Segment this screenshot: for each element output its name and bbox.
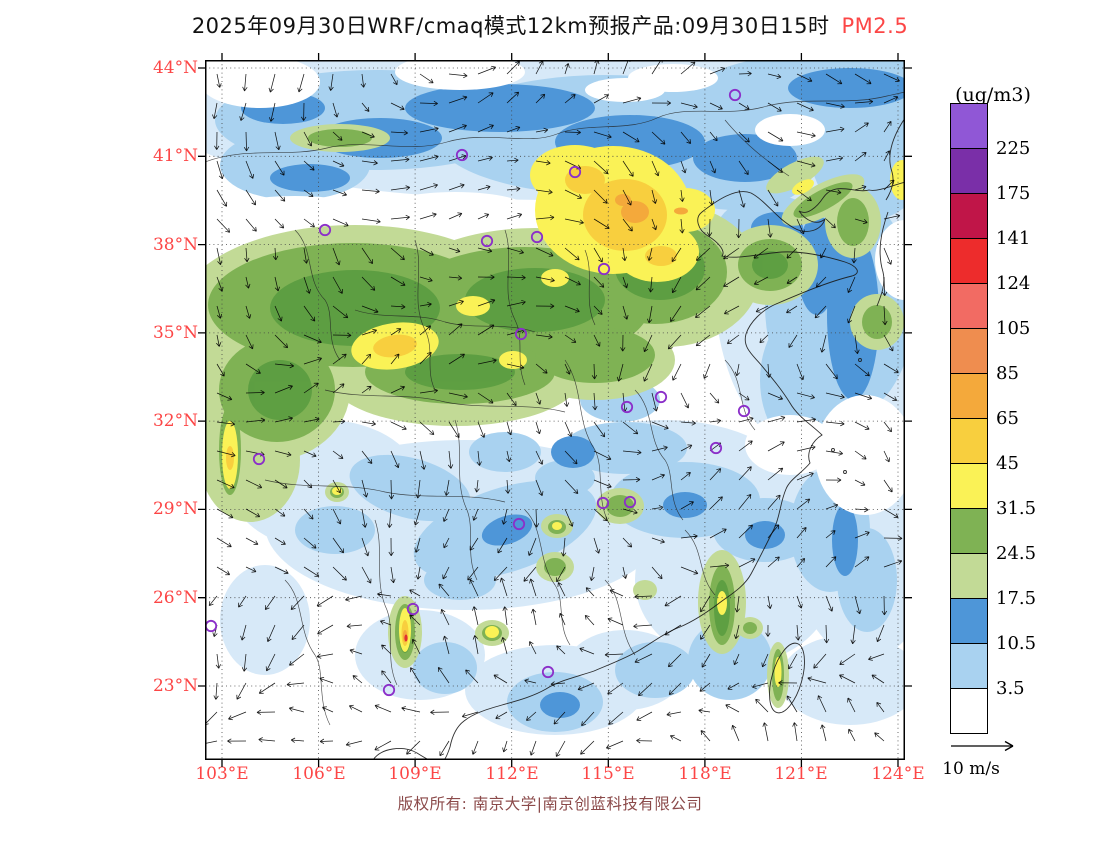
lon-label-118e: 118°E: [678, 764, 732, 784]
lat-label-23n: 23°N: [152, 676, 198, 696]
station-marker: [728, 88, 742, 102]
legend-swatch-6: [950, 373, 988, 419]
copyright-footer: 版权所有: 南京大学|南京创蓝科技有限公司: [397, 795, 703, 813]
legend-tick-label: 3.5: [996, 678, 1025, 699]
legend-tick-label: 10.5: [996, 633, 1037, 654]
wind-reference: 10 m/s: [916, 738, 1026, 779]
lat-label-44n: 44°N: [152, 58, 198, 78]
station-marker: [512, 517, 526, 531]
legend-tick-label: 45: [996, 453, 1019, 474]
lon-label-115e: 115°E: [581, 764, 635, 784]
station-markers: [205, 88, 751, 697]
legend-swatch-3: [950, 238, 988, 284]
station-marker: [406, 602, 420, 616]
lat-label-38n: 38°N: [152, 235, 198, 255]
legend-units: (ug/m3): [955, 84, 1031, 106]
lon-label-112e: 112°E: [485, 764, 539, 784]
lon-label-124e: 124°E: [871, 764, 925, 784]
wind-reference-arrow-icon: [951, 740, 1014, 752]
wind-reference-label: 10 m/s: [942, 759, 1000, 779]
map-svg: [198, 53, 912, 767]
legend-swatch-11: [950, 598, 988, 644]
legend-tick-label: 124: [996, 273, 1031, 294]
page-title: 2025年09月30日WRF/cmaq模式12km预报产品:09月30日15时 P…: [0, 10, 1100, 40]
station-marker: [480, 234, 494, 248]
legend-tick-label: 225: [996, 138, 1031, 159]
legend-tick-label: 105: [996, 318, 1031, 339]
legend-swatch-9: [950, 508, 988, 554]
legend-tick-label: 85: [996, 363, 1019, 384]
map-area: [198, 53, 912, 767]
legend-swatch-10: [950, 553, 988, 599]
map-frame: [205, 60, 905, 760]
station-marker: [252, 452, 266, 466]
station-marker: [568, 165, 582, 179]
province-borders: [205, 91, 905, 726]
station-marker: [382, 683, 396, 697]
lat-label-35n: 35°N: [152, 323, 198, 343]
legend-tick-label: 65: [996, 408, 1019, 429]
lat-label-32n: 32°N: [152, 411, 198, 431]
legend-swatch-0: [950, 103, 988, 149]
axis-ticks: [198, 53, 912, 767]
legend-tick-label: 31.5: [996, 498, 1037, 519]
lat-label-29n: 29°N: [152, 499, 198, 519]
legend-tick-label: 17.5: [996, 588, 1037, 609]
legend-swatch-7: [950, 418, 988, 464]
station-marker: [597, 262, 611, 276]
lon-label-106e: 106°E: [292, 764, 346, 784]
station-marker: [596, 496, 610, 510]
station-marker: [455, 148, 469, 162]
legend-swatch-8: [950, 463, 988, 509]
station-marker: [514, 327, 528, 341]
lat-label-26n: 26°N: [152, 588, 198, 608]
lat-label-41n: 41°N: [152, 146, 198, 166]
title-text: 2025年09月30日WRF/cmaq模式12km预报产品:09月30日15时: [191, 14, 830, 38]
station-marker: [709, 441, 723, 455]
station-marker: [737, 404, 751, 418]
title-pollutant: PM2.5: [841, 14, 909, 38]
legend-swatch-5: [950, 328, 988, 374]
legend-colorbar: [950, 103, 988, 734]
legend-swatch-13: [950, 688, 988, 734]
station-marker: [654, 390, 668, 404]
legend-tick-label: 175: [996, 183, 1031, 204]
legend-tick-label: 24.5: [996, 543, 1037, 564]
station-marker: [620, 400, 634, 414]
legend-tick-label: 141: [996, 228, 1031, 249]
station-marker: [318, 223, 332, 237]
legend-swatch-1: [950, 148, 988, 194]
legend-swatch-4: [950, 283, 988, 329]
station-marker: [623, 495, 637, 509]
lon-label-103e: 103°E: [195, 764, 249, 784]
legend-swatch-12: [950, 643, 988, 689]
station-marker: [541, 665, 555, 679]
lon-label-109e: 109°E: [388, 764, 442, 784]
station-marker: [530, 230, 544, 244]
legend-swatch-2: [950, 193, 988, 239]
lon-label-121e: 121°E: [774, 764, 828, 784]
wind-vector-layer: [205, 60, 903, 757]
legend: (ug/m3) 225 175 141 124 105 85 65 45 31.5 24.5 17.…: [946, 84, 1096, 784]
